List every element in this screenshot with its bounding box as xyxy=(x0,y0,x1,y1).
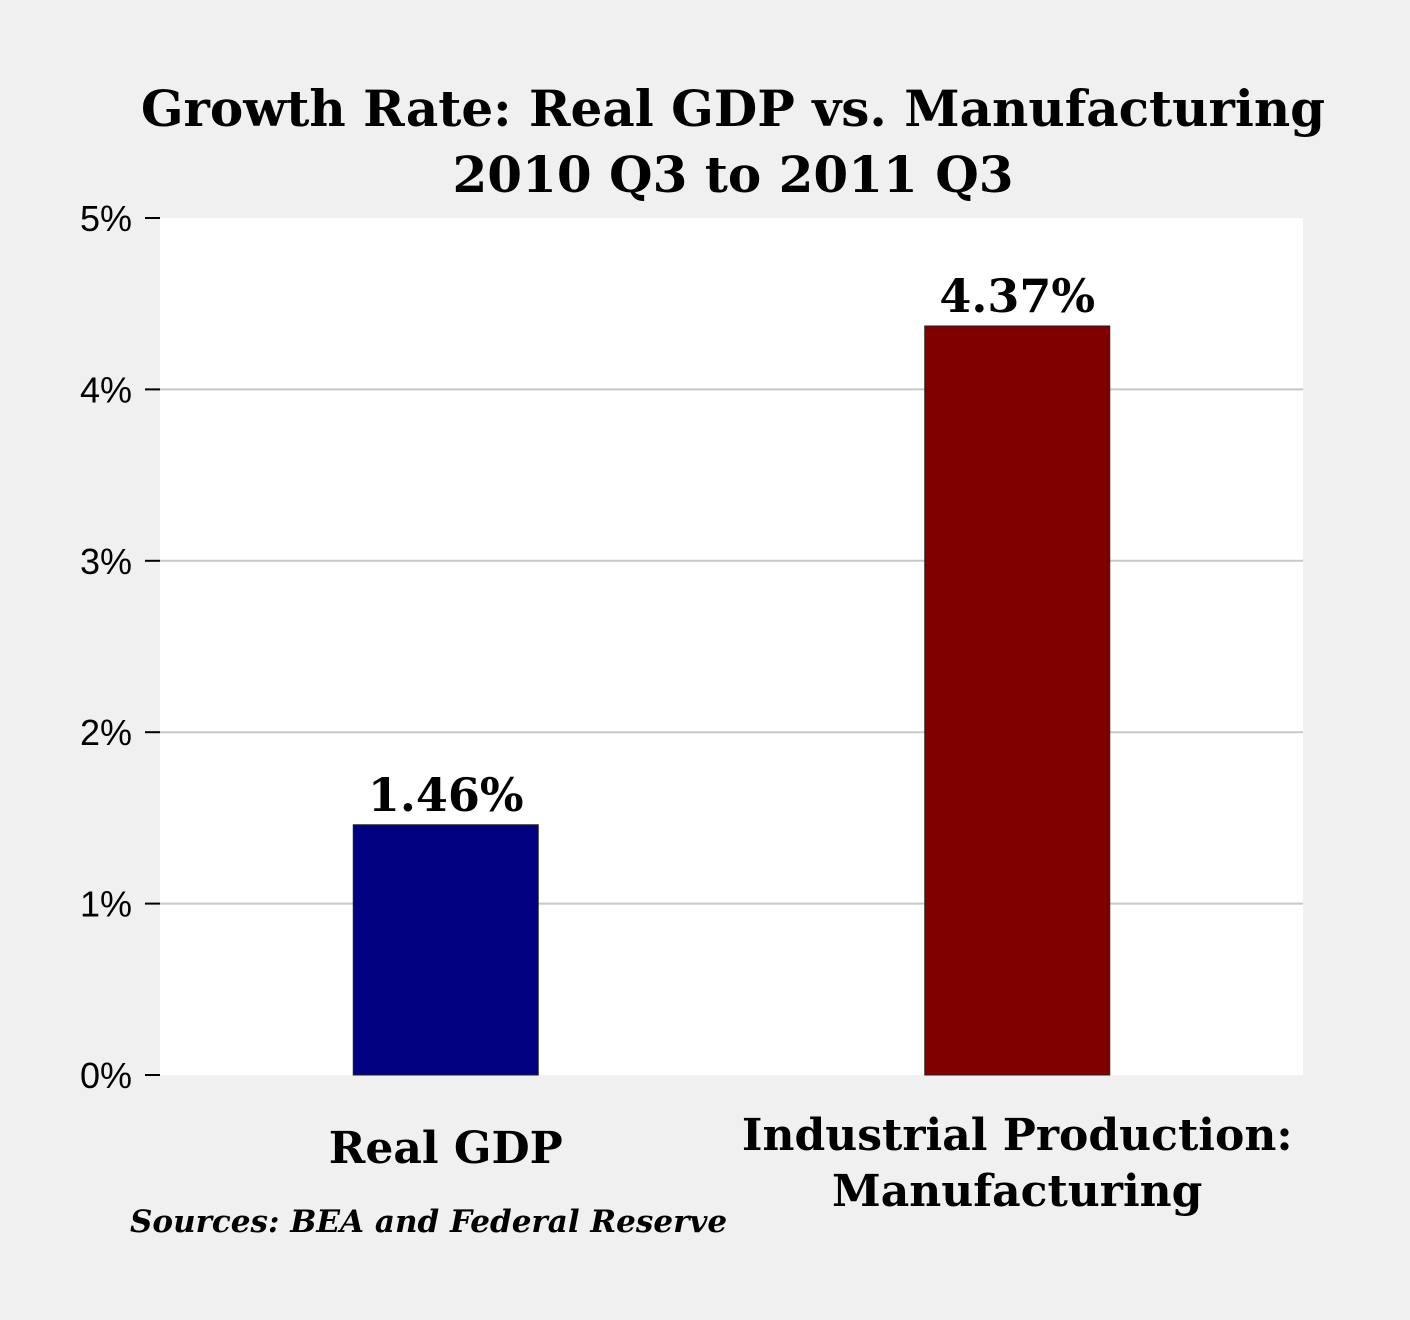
y-tick-label: 2% xyxy=(80,712,132,753)
bar xyxy=(924,325,1111,1076)
y-tick-label: 0% xyxy=(80,1055,132,1096)
y-tick-label: 4% xyxy=(80,369,132,410)
y-tick-label: 5% xyxy=(80,198,132,239)
category-label: Real GDP xyxy=(329,1123,563,1174)
source-note: Sources: BEA and Federal Reserve xyxy=(130,1204,727,1240)
y-tick-label: 1% xyxy=(80,884,132,925)
plot-area xyxy=(160,218,1303,1075)
y-axis: 0% 1% 2% 3% 4% 5% xyxy=(80,198,160,1096)
category-labels: Real GDP Industrial Production:Manufactur… xyxy=(329,1110,1293,1217)
bars xyxy=(352,325,1111,1076)
category-label: Industrial Production: xyxy=(742,1110,1293,1161)
chart-title: Growth Rate: Real GDP vs. Manufacturing xyxy=(141,79,1325,138)
data-labels: 1.46% 4.37% xyxy=(368,269,1095,822)
bar xyxy=(352,824,539,1076)
y-tick-label: 3% xyxy=(80,541,132,582)
chart-subtitle: 2010 Q3 to 2011 Q3 xyxy=(452,145,1013,204)
gridlines xyxy=(160,388,1303,905)
data-label: 1.46% xyxy=(368,768,524,822)
data-label: 4.37% xyxy=(939,269,1095,323)
category-label: Manufacturing xyxy=(832,1166,1202,1217)
